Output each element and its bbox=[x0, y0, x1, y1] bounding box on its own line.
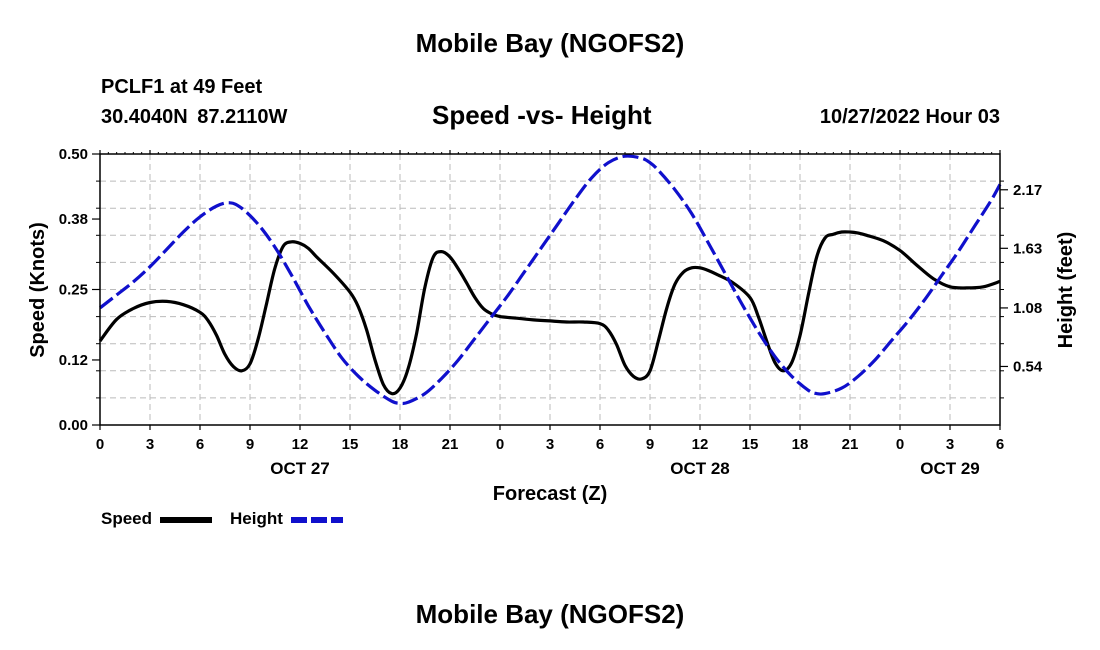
x-tick-label: 21 bbox=[442, 436, 459, 453]
y-tick-label: 0.00 bbox=[59, 417, 88, 434]
x-tick-label: 18 bbox=[392, 436, 409, 453]
station-coordinates: 30.4040N 87.2110W bbox=[101, 106, 288, 128]
x-axis-title: Forecast (Z) bbox=[493, 483, 607, 505]
y-tick-label: 0.12 bbox=[59, 352, 88, 369]
x-tick-label: 6 bbox=[196, 436, 204, 453]
axis-labels: 0 3 6 9 12 15 18 21 0 3 6 9 12 15 18 21 0 3 6 OCT 27 OCT 28 O… bbox=[59, 146, 1043, 478]
height-series-line bbox=[99, 154, 1002, 406]
x-day-label: OCT 29 bbox=[920, 459, 980, 478]
chart-title: Mobile Bay (NGOFS2) bbox=[415, 28, 685, 58]
x-tick-label: 9 bbox=[646, 436, 654, 453]
y-tick-label: 0.38 bbox=[59, 211, 88, 228]
y-tick-label: 0.25 bbox=[59, 282, 88, 299]
y2-tick-label: 1.63 bbox=[1013, 240, 1042, 257]
x-tick-label: 12 bbox=[292, 436, 309, 453]
legend-speed-label: Speed bbox=[101, 509, 153, 528]
x-tick-label: 6 bbox=[996, 436, 1004, 453]
y2-tick-label: 2.17 bbox=[1013, 182, 1042, 199]
x-tick-label: 0 bbox=[96, 436, 104, 453]
x-tick-label: 21 bbox=[842, 436, 859, 453]
x-tick-label: 3 bbox=[946, 436, 954, 453]
y2-tick-label: 1.08 bbox=[1013, 300, 1042, 317]
x-day-label: OCT 27 bbox=[270, 459, 330, 478]
x-tick-label: 6 bbox=[596, 436, 604, 453]
grid bbox=[100, 154, 1000, 425]
x-tick-label: 3 bbox=[146, 436, 154, 453]
station-label: PCLF1 at 49 Feet bbox=[101, 76, 263, 98]
forecast-timestamp: 10/27/2022 Hour 03 bbox=[819, 106, 1000, 128]
y-axis-title: Speed (Knots) bbox=[27, 222, 49, 358]
y-tick-label: 0.50 bbox=[59, 146, 88, 163]
x-tick-label: 0 bbox=[896, 436, 904, 453]
ticks bbox=[92, 150, 1008, 430]
footer-title: Mobile Bay (NGOFS2) bbox=[415, 599, 685, 629]
y2-tick-label: 0.54 bbox=[1013, 358, 1043, 375]
legend-height-label: Height bbox=[230, 509, 283, 528]
x-tick-label: 0 bbox=[496, 436, 504, 453]
chart-subtitle: Speed -vs- Height bbox=[432, 100, 652, 130]
speed-series-line bbox=[98, 230, 1001, 396]
x-day-label: OCT 28 bbox=[670, 459, 730, 478]
y2-axis-title: Height (feet) bbox=[1055, 232, 1077, 349]
x-tick-label: 15 bbox=[342, 436, 359, 453]
x-tick-label: 3 bbox=[546, 436, 554, 453]
series-lines bbox=[98, 154, 1002, 406]
x-tick-label: 9 bbox=[246, 436, 254, 453]
x-tick-label: 15 bbox=[742, 436, 759, 453]
x-tick-label: 12 bbox=[692, 436, 709, 453]
x-tick-label: 18 bbox=[792, 436, 809, 453]
